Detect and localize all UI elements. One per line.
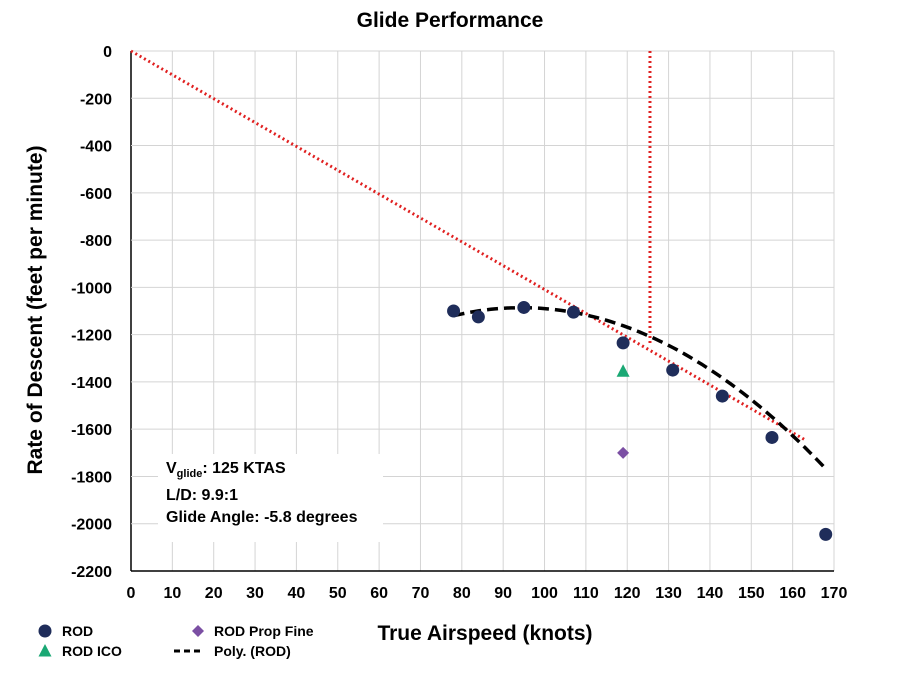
x-tick-label: 60 <box>370 585 388 602</box>
x-tick-label: 10 <box>163 585 181 602</box>
data-point-rod <box>616 336 630 350</box>
data-point-rod-prop-fine <box>617 446 630 459</box>
legend-marker-rod-ico <box>38 644 52 657</box>
y-tick-label: -2000 <box>71 517 112 534</box>
x-axis-label: True Airspeed (knots) <box>377 622 593 645</box>
x-tick-label: 50 <box>329 585 347 602</box>
annotation-v-sub: glide <box>176 468 203 480</box>
annotation-ld: L/D: 9.9:1 <box>166 487 239 504</box>
x-tick-label: 70 <box>412 585 430 602</box>
x-tick-label: 140 <box>697 585 724 602</box>
x-tick-label: 120 <box>614 585 641 602</box>
data-point-rod <box>715 389 729 403</box>
legend-label-rod: ROD <box>62 623 94 639</box>
x-tick-label: 80 <box>453 585 471 602</box>
annotation-v-value: : 125 KTAS <box>202 460 286 477</box>
x-tick-label: 90 <box>494 585 512 602</box>
y-tick-label: -400 <box>80 139 112 156</box>
legend-item-rod-prop-fine: ROD Prop Fine <box>214 623 314 639</box>
x-tick-label: 150 <box>738 585 765 602</box>
x-tick-label: 160 <box>779 585 806 602</box>
y-axis-ticks: 0 -200 -400 -600 -800 -1000 -1200 -1400 -1600 -18… <box>71 44 112 581</box>
legend-label-rod-prop-fine: ROD Prop Fine <box>214 623 314 639</box>
x-tick-label: 130 <box>655 585 682 602</box>
y-tick-label: -200 <box>80 91 112 108</box>
grid-lines <box>130 50 835 572</box>
polynomial-trendline <box>453 305 827 470</box>
chart-title: Glide Performance <box>356 9 544 32</box>
y-tick-label: -2200 <box>71 564 112 581</box>
annotation-v: V <box>166 460 177 477</box>
data-point-rod <box>819 527 833 541</box>
y-tick-label: -1800 <box>71 469 112 486</box>
data-point-rod-ico <box>616 364 630 377</box>
legend-marker-rod <box>38 624 52 638</box>
legend-marker-rod-prop-fine <box>192 625 204 637</box>
x-tick-label: 100 <box>531 585 558 602</box>
y-tick-label: -1600 <box>71 422 112 439</box>
annotation-glide-angle: Glide Angle: -5.8 degrees <box>166 509 358 526</box>
legend-label-rod-ico: ROD ICO <box>62 643 122 659</box>
data-point-rod <box>471 310 485 324</box>
x-tick-label: 0 <box>127 585 136 602</box>
legend-item-rod: ROD <box>62 623 93 639</box>
reference-lines <box>130 49 806 442</box>
data-point-rod <box>566 305 580 319</box>
trendline <box>453 305 827 470</box>
data-point-rod <box>447 304 461 318</box>
y-tick-label: -800 <box>80 233 112 250</box>
y-tick-label: 0 <box>103 44 112 61</box>
y-tick-label: -1000 <box>71 280 112 297</box>
legend-item-rod-ico: ROD ICO <box>62 643 122 659</box>
x-axis-ticks: 0 10 20 30 40 50 60 70 80 90 100 110 120 130 140 150 160… <box>127 585 848 602</box>
legend-item-poly-rod: Poly. (ROD) <box>214 643 291 659</box>
data-point-rod <box>765 430 779 444</box>
x-tick-label: 110 <box>573 585 599 602</box>
data-point-rod <box>517 300 531 314</box>
y-tick-label: -1400 <box>71 375 112 392</box>
data-point-rod <box>666 363 680 377</box>
legend-markers <box>38 624 204 657</box>
legend: ROD ROD ICO ROD Prop Fine Poly. (ROD) <box>36 618 366 668</box>
data-points <box>447 300 833 541</box>
x-tick-label: 30 <box>246 585 264 602</box>
x-tick-label: 170 <box>821 585 848 602</box>
y-tick-label: -1200 <box>71 328 112 345</box>
annotation-vglide: Vglide: 125 KTAS <box>166 458 375 485</box>
legend-label-poly-rod: Poly. (ROD) <box>214 643 291 659</box>
glide-annotation: Vglide: 125 KTAS L/D: 9.9:1 Glide Angle:… <box>158 454 383 542</box>
y-tick-label: -600 <box>80 186 112 203</box>
y-axis-label: Rate of Descent (feet per minute) <box>24 145 47 475</box>
x-tick-label: 20 <box>205 585 223 602</box>
x-tick-label: 40 <box>288 585 306 602</box>
